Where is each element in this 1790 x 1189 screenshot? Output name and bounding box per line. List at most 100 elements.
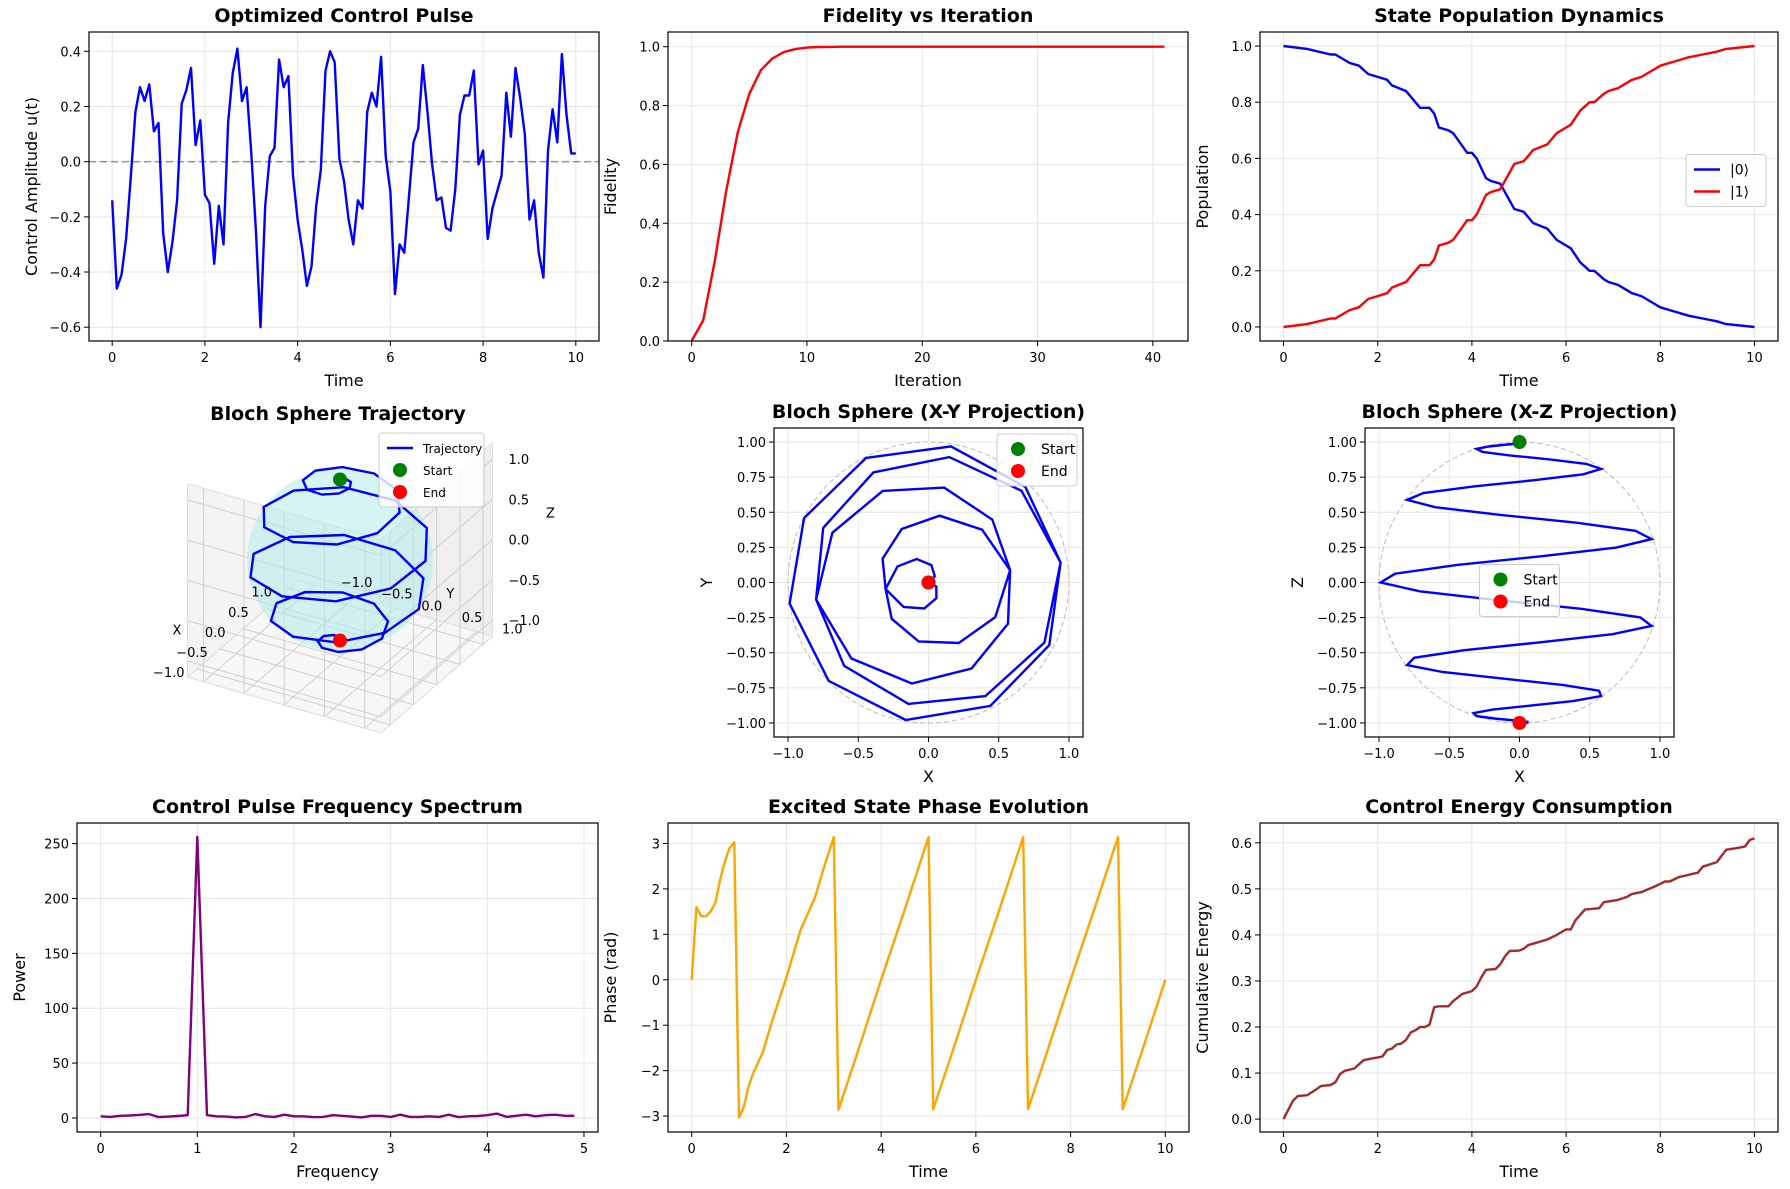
y-tick-label: 2 xyxy=(652,883,660,898)
x-axis-label: Time xyxy=(323,371,363,390)
x-tick-label: 0.0 xyxy=(1509,747,1530,762)
y-tick-label: 1.0 xyxy=(1231,40,1252,55)
x-tick-label: −0.5 xyxy=(176,646,208,661)
series-line-0 xyxy=(1283,44,1755,329)
y-axis-label: Y xyxy=(697,577,716,588)
x-axis-label: Iteration xyxy=(894,371,962,390)
x-tick-label: −1.0 xyxy=(1363,747,1395,762)
x-axis-label: Time xyxy=(908,1162,948,1181)
y-tick-label: −0.25 xyxy=(726,612,766,627)
plot-area xyxy=(1283,44,1755,329)
y-tick-label: 0.6 xyxy=(1231,152,1252,167)
axes-frame xyxy=(1259,822,1779,1133)
series-line-0 xyxy=(111,47,576,329)
x-tick-label: 20 xyxy=(914,351,931,366)
x-tick-label: 8 xyxy=(1656,1142,1664,1157)
y-tick-label: 0.1 xyxy=(1231,1067,1252,1082)
x-tick-label: 0 xyxy=(688,1142,696,1157)
x-tick-label: 2 xyxy=(1374,351,1382,366)
x-tick-label: 4 xyxy=(483,1142,491,1157)
y-tick-label: −1.00 xyxy=(1317,717,1357,732)
x-tick-label: 8 xyxy=(1656,351,1664,366)
x-axis-label: Time xyxy=(1498,371,1538,390)
x-tick-label: 30 xyxy=(1029,351,1046,366)
chart-title: Excited State Phase Evolution xyxy=(768,796,1089,818)
chart-title: Control Pulse Frequency Spectrum xyxy=(152,796,523,818)
y-tick-label: 1.00 xyxy=(1328,436,1357,451)
x-tick-label: −1.0 xyxy=(772,747,804,762)
chart-title: Optimized Control Pulse xyxy=(214,5,473,27)
legend-label: Start xyxy=(1524,573,1559,589)
legend-label: |0⟩ xyxy=(1730,163,1749,179)
x-tick-label: 2 xyxy=(201,351,209,366)
panel-population: 0 2 4 6 8 10 0.0 0.2 0.4 0.6 0.8 1.0 State Populatio… xyxy=(1193,5,1779,390)
trajectory-line xyxy=(788,445,1062,722)
y-axis-label: Cumulative Energy xyxy=(1193,901,1212,1053)
pane-gridline xyxy=(324,619,437,717)
x-tick-label: 8 xyxy=(479,351,487,366)
x-tick-label: 10 xyxy=(1746,1142,1763,1157)
x-tick-label: 0.5 xyxy=(1579,747,1600,762)
y-tick-label: −1.00 xyxy=(726,717,766,732)
y-tick-label: −0.4 xyxy=(49,266,81,281)
x-tick-label: 40 xyxy=(1145,351,1162,366)
series-line-0 xyxy=(1282,837,1755,1120)
x-tick-label: 8 xyxy=(1066,1142,1074,1157)
legend-label: Start xyxy=(1041,442,1076,458)
end-marker xyxy=(1512,715,1527,730)
legend-dot-marker xyxy=(1493,594,1508,609)
y-tick-label: 0.6 xyxy=(639,158,660,173)
series-line-0 xyxy=(690,835,1167,1119)
y-tick-label: 0.75 xyxy=(1328,471,1357,486)
legend-box xyxy=(1685,154,1767,207)
pane-gridline xyxy=(364,631,477,729)
z-axis-label: Z xyxy=(546,506,555,521)
y-tick-label: 0.8 xyxy=(1231,96,1252,111)
legend-label: |1⟩ xyxy=(1730,185,1749,201)
x-axis-label: Frequency xyxy=(296,1162,379,1181)
y-tick-label: 0.50 xyxy=(737,506,766,521)
panel-fidelity: 0 10 20 30 40 0.0 0.2 0.4 0.6 0.8 1.0 Fidelity vs I… xyxy=(601,5,1189,390)
axes-frame xyxy=(88,31,600,342)
y-axis-label: Z xyxy=(1288,577,1307,588)
plot-area xyxy=(89,47,599,329)
y-tick-label: 1.0 xyxy=(502,623,523,638)
y-tick-label: 0.2 xyxy=(60,100,81,115)
panel-energy: 0 2 4 6 8 10 0.0 0.1 0.2 0.3 0.4 0.5 0.6 Control Ener… xyxy=(1193,796,1779,1181)
plot-area xyxy=(690,835,1167,1119)
x-tick-label: 0 xyxy=(97,1142,105,1157)
axes-frame xyxy=(1364,427,1675,738)
y-tick-label: 150 xyxy=(44,947,69,962)
x-tick-label: 2 xyxy=(290,1142,298,1157)
y-tick-label: 0 xyxy=(652,974,660,989)
z-tick-label: −1.0 xyxy=(508,614,540,629)
x-tick-label: 0 xyxy=(687,351,695,366)
legend-label: End xyxy=(1041,464,1068,480)
z-tick-label: −0.5 xyxy=(508,574,540,589)
y-tick-label: 0.5 xyxy=(462,611,483,626)
end-marker xyxy=(333,633,347,648)
x-tick-label: −1.0 xyxy=(153,666,185,681)
legend-label: End xyxy=(423,486,446,500)
y-tick-label: 0.2 xyxy=(1231,1021,1252,1036)
y-axis-label: Power xyxy=(10,953,29,1002)
axes-frame xyxy=(1259,31,1779,342)
x-tick-label: 1.0 xyxy=(251,586,272,601)
y-tick-label: −0.75 xyxy=(1317,682,1357,697)
y-tick-label: 0.0 xyxy=(421,599,442,614)
y-tick-label: 0.50 xyxy=(1328,506,1357,521)
z-tick-label: 0.0 xyxy=(508,534,529,549)
x-tick-label: 5 xyxy=(580,1142,588,1157)
x-tick-label: 10 xyxy=(1157,1142,1174,1157)
y-tick-label: 0.00 xyxy=(737,577,766,592)
y-tick-label: 0.0 xyxy=(1231,1113,1252,1128)
y-tick-label: 0.6 xyxy=(1231,837,1252,852)
y-axis-label: Control Amplitude u(t) xyxy=(22,97,41,276)
x-tick-label: 2 xyxy=(782,1142,790,1157)
y-axis-label: Fidelity xyxy=(601,158,620,215)
y-tick-label: 3 xyxy=(652,837,660,852)
legend-dot-marker xyxy=(1011,464,1025,478)
x-tick-label: 4 xyxy=(877,1142,885,1157)
x-tick-label: 1 xyxy=(193,1142,201,1157)
